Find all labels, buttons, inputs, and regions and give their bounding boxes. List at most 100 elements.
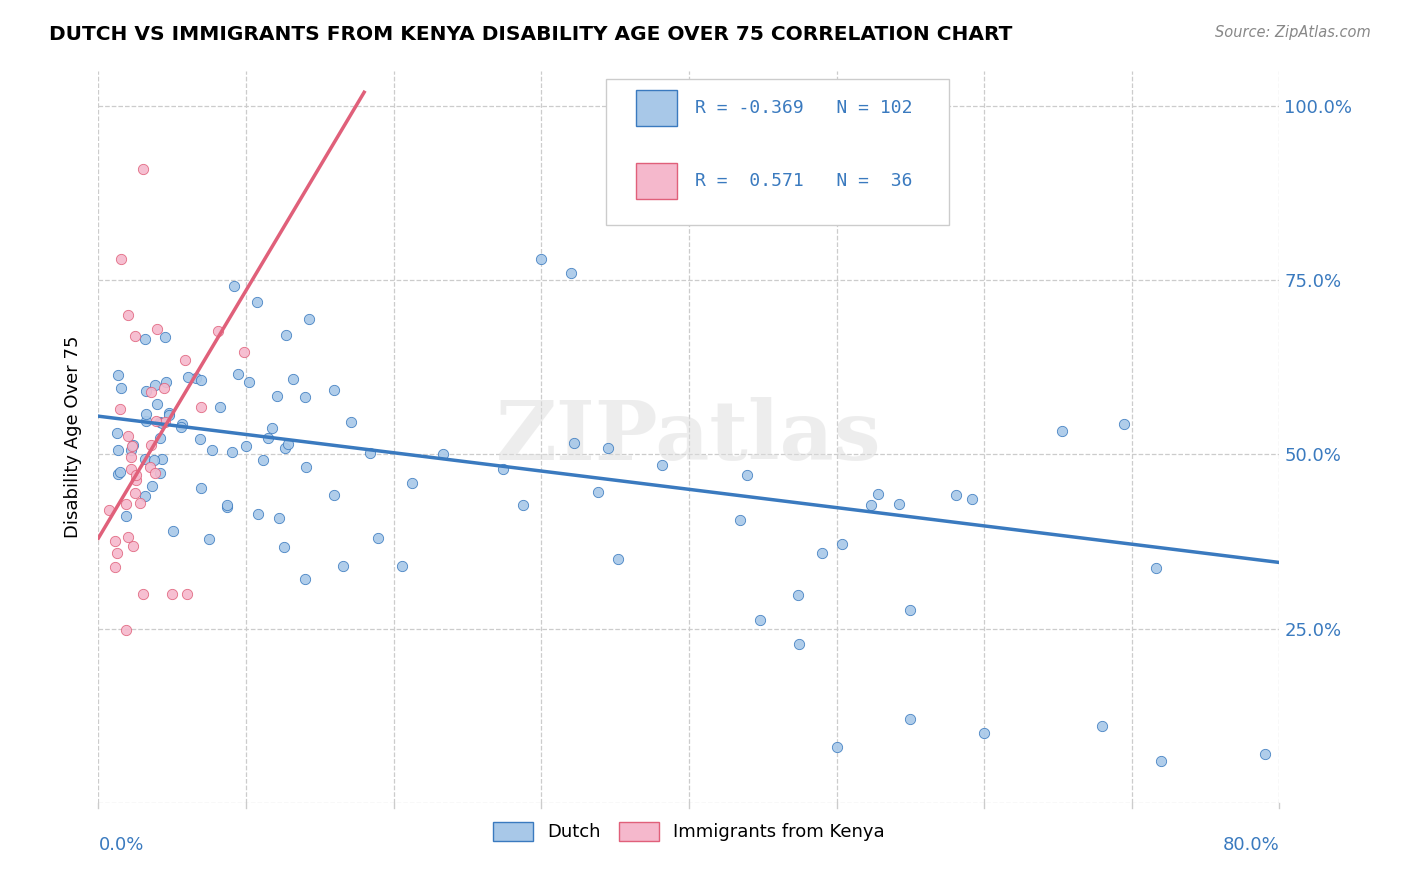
Point: [132, 161, 155, 176]
Point: [149, 466, 172, 480]
Point: [252, 453, 274, 467]
Point: [562, 436, 585, 450]
Text: R = -0.369   N = 102: R = -0.369 N = 102: [695, 99, 912, 117]
Point: [145, 466, 167, 480]
Point: [176, 370, 198, 384]
Point: [238, 376, 260, 390]
Point: [120, 450, 142, 464]
Point: [162, 587, 183, 601]
Point: [145, 414, 167, 428]
Point: [298, 312, 321, 326]
Point: [110, 401, 132, 416]
Point: [190, 373, 212, 387]
Point: [114, 509, 136, 524]
Point: [274, 441, 297, 455]
Point: [149, 415, 172, 429]
Point: [98, 503, 121, 517]
Point: [217, 498, 239, 512]
Point: [120, 443, 142, 458]
Point: [114, 624, 136, 638]
Point: [1112, 417, 1135, 432]
Point: [887, 497, 910, 511]
Point: [226, 367, 249, 381]
Point: [190, 481, 212, 495]
Point: [135, 414, 157, 428]
Point: [198, 532, 221, 546]
Point: [588, 484, 610, 499]
Point: [141, 479, 163, 493]
Point: [340, 416, 363, 430]
Text: 0.0%: 0.0%: [98, 836, 143, 854]
Point: [277, 436, 299, 450]
Point: [153, 330, 176, 344]
Point: [114, 497, 136, 511]
Point: [190, 400, 212, 414]
Point: [962, 492, 984, 507]
Point: [120, 462, 142, 476]
Point: [135, 407, 157, 421]
Point: [831, 537, 853, 551]
Point: [107, 467, 129, 481]
Point: [900, 712, 922, 726]
Point: [294, 572, 316, 586]
Point: [157, 409, 180, 423]
Point: [432, 447, 454, 461]
Point: [143, 377, 166, 392]
Point: [735, 468, 758, 483]
Point: [651, 458, 673, 472]
Point: [530, 252, 553, 267]
Point: [150, 416, 173, 430]
Point: [105, 546, 128, 560]
Point: [173, 353, 195, 368]
Point: [256, 431, 278, 445]
Point: [184, 370, 207, 384]
Text: DUTCH VS IMMIGRANTS FROM KENYA DISABILITY AGE OVER 75 CORRELATION CHART: DUTCH VS IMMIGRANTS FROM KENYA DISABILIT…: [49, 25, 1012, 44]
Point: [208, 400, 231, 414]
Point: [104, 533, 127, 548]
Point: [512, 498, 534, 512]
Point: [749, 613, 772, 627]
Bar: [636, 90, 678, 127]
Point: [269, 511, 291, 525]
Point: [224, 278, 246, 293]
Point: [391, 559, 413, 574]
Point: [134, 452, 156, 467]
Point: [117, 308, 139, 322]
Bar: [636, 162, 678, 199]
Point: [217, 500, 239, 514]
Point: [787, 588, 810, 602]
Point: [246, 294, 269, 309]
Point: [492, 462, 515, 476]
Text: R =  0.571   N =  36: R = 0.571 N = 36: [695, 172, 912, 190]
Point: [401, 476, 423, 491]
Point: [122, 539, 145, 553]
Point: [170, 417, 193, 431]
Point: [207, 324, 229, 338]
Point: [134, 489, 156, 503]
Point: [121, 439, 143, 453]
Point: [162, 524, 184, 538]
Point: [125, 467, 148, 482]
Point: [281, 372, 304, 386]
Point: [125, 473, 148, 487]
Point: [201, 443, 224, 458]
Point: [232, 344, 254, 359]
Point: [146, 322, 169, 336]
Point: [728, 513, 751, 527]
Point: [866, 487, 889, 501]
Point: [322, 488, 344, 502]
Text: Source: ZipAtlas.com: Source: ZipAtlas.com: [1215, 25, 1371, 40]
Point: [973, 726, 995, 740]
Point: [235, 439, 257, 453]
Point: [135, 384, 157, 398]
Point: [1144, 561, 1167, 575]
Point: [825, 740, 848, 755]
Point: [1050, 424, 1073, 438]
Y-axis label: Disability Age Over 75: Disability Age Over 75: [65, 335, 83, 539]
Point: [132, 587, 155, 601]
Point: [811, 546, 834, 560]
Point: [104, 560, 127, 574]
Point: [169, 420, 191, 434]
Point: [143, 453, 166, 467]
Point: [110, 252, 132, 267]
